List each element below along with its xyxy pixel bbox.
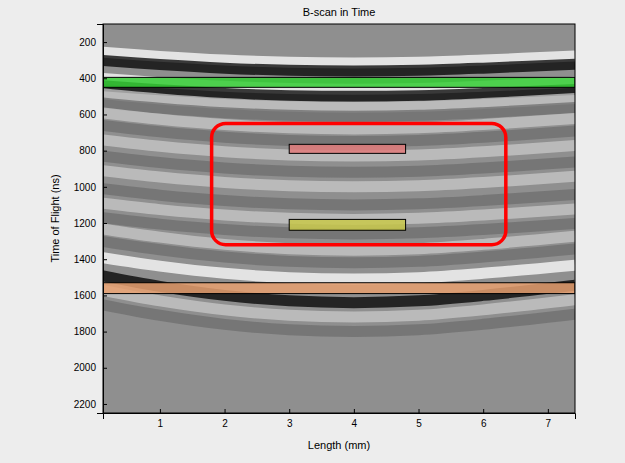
reflection-band	[103, 305, 575, 332]
axis-line	[97, 25, 104, 414]
tick-label: 200	[79, 37, 96, 48]
tick: 5	[416, 409, 422, 429]
tick: 2000	[74, 362, 107, 373]
tick: 800	[79, 145, 107, 156]
tick-mark	[103, 404, 107, 405]
tick-mark	[548, 409, 549, 413]
tick-mark	[103, 368, 107, 369]
highlight-outline	[212, 124, 506, 245]
tick: 600	[79, 109, 107, 120]
chart: 1234567200400600800100012001400160018002…	[0, 0, 625, 463]
tick-label: 600	[79, 109, 96, 120]
tick-label: 400	[79, 73, 96, 84]
axis-line	[104, 414, 576, 420]
tick-label: 4	[352, 418, 358, 429]
tick-mark	[103, 78, 107, 79]
tick-label: 1000	[74, 182, 97, 193]
tick-label: 1800	[74, 326, 97, 337]
x-axis: 1 2 3 4 5 6 7	[104, 409, 576, 429]
gate-region	[103, 283, 575, 294]
gate-region	[103, 77, 575, 87]
tick: 1400	[74, 254, 107, 265]
y-axis-title: Time of Flight (ns)	[49, 174, 61, 262]
tick-label: 1400	[74, 254, 97, 265]
tick-label: 1200	[74, 218, 97, 229]
y-axis: 200 400 600 800 1000 1200 1400 1600 1800 2000 2200	[74, 25, 107, 414]
tick: 400	[79, 73, 107, 84]
tick-mark	[103, 295, 107, 296]
tick: 7	[546, 409, 552, 429]
tick-label: 2	[222, 418, 228, 429]
plot-background	[103, 24, 575, 413]
tick-mark	[103, 114, 107, 115]
tick-mark	[289, 409, 290, 413]
tick-mark	[225, 409, 226, 413]
tick: 6	[481, 409, 487, 429]
tick-mark	[419, 409, 420, 413]
plot-frame	[103, 24, 575, 413]
tick-mark	[354, 409, 355, 413]
gate-region	[289, 144, 405, 153]
tick-mark	[160, 409, 161, 413]
tick: 2200	[74, 399, 107, 410]
tick: 1600	[74, 290, 107, 301]
plot-area	[103, 24, 575, 413]
tick-mark	[103, 187, 107, 188]
title: B-scan in Time	[303, 6, 376, 18]
tick-label: 5	[416, 418, 422, 429]
tick: 1200	[74, 218, 107, 229]
tick-mark	[103, 259, 107, 260]
tick-mark	[103, 42, 107, 43]
tick-label: 2200	[74, 399, 97, 410]
reflection-band	[103, 103, 575, 116]
reflection-band	[103, 113, 575, 129]
reflection-band	[103, 60, 575, 71]
tick-label: 2000	[74, 362, 97, 373]
plot: 1234567200400600800100012001400160018002…	[74, 24, 576, 429]
tick-label: 3	[287, 418, 293, 429]
tick-label: 6	[481, 418, 487, 429]
tick-label: 1600	[74, 290, 97, 301]
tick: 1	[158, 409, 164, 429]
tick: 4	[352, 409, 358, 429]
tick-label: 1	[158, 418, 164, 429]
tick: 200	[79, 37, 107, 48]
tick-mark	[483, 409, 484, 413]
tick-label: 7	[546, 418, 552, 429]
tick: 3	[287, 409, 293, 429]
tick-label: 800	[79, 145, 96, 156]
tick-mark	[103, 332, 107, 333]
tick: 1000	[74, 182, 107, 193]
reflection-band	[103, 258, 575, 279]
gate-region	[289, 219, 405, 230]
tick: 2	[222, 409, 228, 429]
x-axis-title: Length (mm)	[308, 439, 370, 451]
tick-mark	[103, 151, 107, 152]
tick-mark	[103, 223, 107, 224]
tick: 1800	[74, 326, 107, 337]
